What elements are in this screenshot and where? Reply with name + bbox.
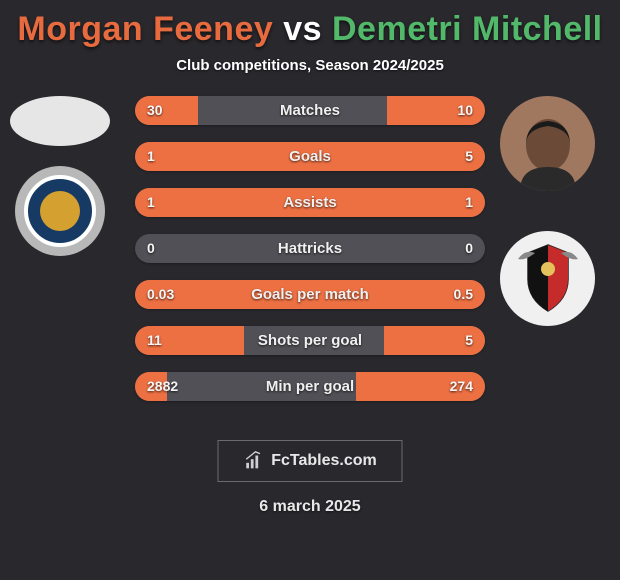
- subtitle: Club competitions, Season 2024/2025: [0, 57, 620, 74]
- player1-avatar: [10, 96, 110, 146]
- comparison-title: Morgan Feeney vs Demetri Mitchell: [0, 0, 620, 49]
- stat-row: Min per goal2882 274: [135, 372, 485, 401]
- stat-label: Goals: [135, 142, 485, 171]
- stat-row: Goals per match0.03 0.5: [135, 280, 485, 309]
- footer-date: 6 march 2025: [0, 498, 620, 516]
- stat-value-right: 0.5: [454, 280, 473, 309]
- player2-club-badge: [500, 231, 595, 326]
- stat-row: Shots per goal11 5: [135, 326, 485, 355]
- stat-value-left: 1: [147, 142, 155, 171]
- stat-value-right: 5: [465, 142, 473, 171]
- bar-chart-icon: [243, 450, 265, 472]
- stat-label: Hattricks: [135, 234, 485, 263]
- stat-label: Min per goal: [135, 372, 485, 401]
- stat-value-right: 1: [465, 188, 473, 217]
- stat-bars: Matches3010Goals15Assists11Hattricks00Go…: [135, 96, 485, 418]
- stat-value-left: 1: [147, 188, 155, 217]
- stat-label: Assists: [135, 188, 485, 217]
- stat-value-left: 0.03: [147, 280, 174, 309]
- stat-row: Matches30 10: [135, 96, 485, 125]
- stat-value-left: 11: [147, 326, 162, 355]
- stat-value-left: 30: [147, 96, 163, 125]
- stat-value-right: 5: [465, 326, 473, 355]
- player1-club-badge: [15, 166, 105, 256]
- stat-value-right: 10: [457, 96, 473, 125]
- stat-row: Hattricks0 0: [135, 234, 485, 263]
- player1-name: Morgan Feeney: [17, 10, 273, 48]
- brand-box: FcTables.com: [218, 440, 403, 482]
- player2-avatar: [500, 96, 595, 191]
- exeter-crest-icon: [513, 239, 583, 319]
- shrewsbury-crest-icon: [24, 175, 96, 247]
- stat-value-left: 2882: [147, 372, 178, 401]
- stat-value-right: 0: [465, 234, 473, 263]
- vs-word: vs: [283, 10, 322, 48]
- stat-label: Matches: [135, 96, 485, 125]
- stat-label: Goals per match: [135, 280, 485, 309]
- face-silhouette-icon: [508, 111, 588, 191]
- stat-value-left: 0: [147, 234, 155, 263]
- stat-row: Assists1 1: [135, 188, 485, 217]
- stat-row: Goals1 5: [135, 142, 485, 171]
- stat-value-right: 274: [450, 372, 473, 401]
- brand-text: FcTables.com: [271, 452, 377, 470]
- player2-name: Demetri Mitchell: [332, 10, 603, 48]
- stat-label: Shots per goal: [135, 326, 485, 355]
